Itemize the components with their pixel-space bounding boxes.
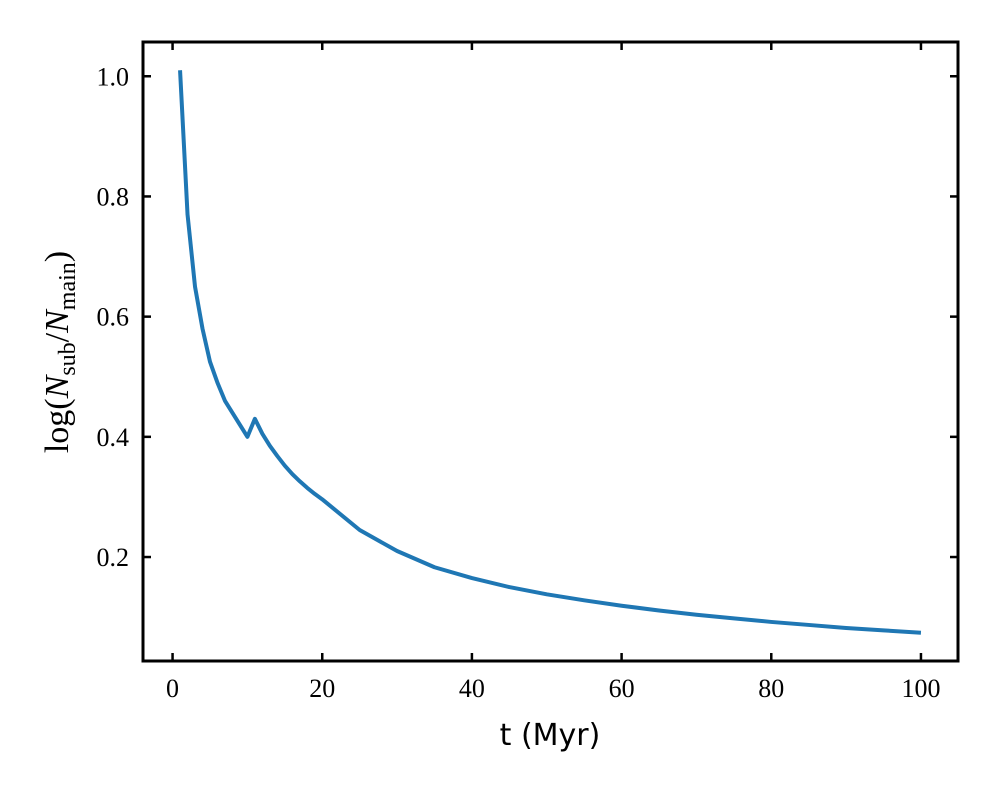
y-tick-label: 0.2 bbox=[97, 543, 130, 572]
x-tick-label: 40 bbox=[459, 674, 485, 703]
x-tick-label: 20 bbox=[309, 674, 335, 703]
y-label-part: N bbox=[39, 373, 76, 399]
x-tick-label: 60 bbox=[609, 674, 635, 703]
y-tick-label: 1.0 bbox=[97, 62, 130, 91]
x-tick-label: 100 bbox=[901, 674, 940, 703]
x-tick-label: 80 bbox=[758, 674, 784, 703]
plot-frame bbox=[141, 40, 960, 663]
y-label-part: log( bbox=[39, 398, 76, 453]
y-label-part: ) bbox=[39, 251, 76, 262]
y-label-part: N bbox=[39, 308, 76, 334]
y-tick-label: 0.8 bbox=[97, 182, 130, 211]
y-label-part: sub bbox=[55, 342, 81, 375]
y-tick-label: 0.6 bbox=[97, 303, 130, 332]
y-axis-label: log(Nsub/Nmain) bbox=[39, 251, 81, 453]
y-label-part: / bbox=[39, 332, 76, 342]
x-axis-label: t (Myr) bbox=[500, 718, 601, 753]
y-label-part: main bbox=[55, 262, 81, 310]
y-tick-label: 0.4 bbox=[97, 423, 130, 452]
x-tick-label: 0 bbox=[166, 674, 179, 703]
data-line bbox=[178, 70, 922, 635]
